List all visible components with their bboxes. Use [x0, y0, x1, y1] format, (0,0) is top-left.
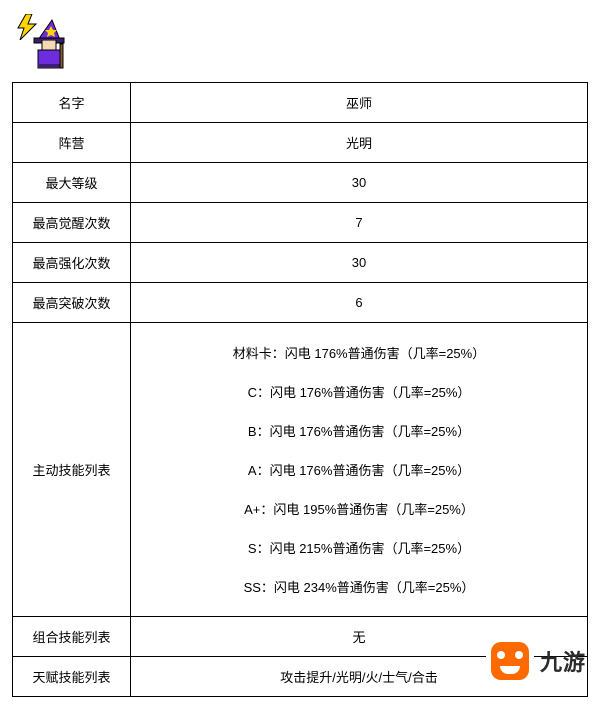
- row-value-awaken: 7: [131, 203, 588, 243]
- row-value-faction: 光明: [131, 123, 588, 163]
- skill-line: A：闪电 176%普通伤害（几率=25%）: [137, 450, 581, 489]
- skill-line: SS：闪电 234%普通伤害（几率=25%）: [137, 567, 581, 606]
- watermark: 九游: [488, 639, 586, 683]
- table-row: 阵营 光明: [13, 123, 588, 163]
- watermark-text: 九游: [540, 645, 586, 677]
- row-value-name: 巫师: [131, 83, 588, 123]
- row-label-active-skills: 主动技能列表: [13, 323, 131, 617]
- skill-line: S：闪电 215%普通伤害（几率=25%）: [137, 528, 581, 567]
- table-row: 最高突破次数 6: [13, 283, 588, 323]
- skill-line: 材料卡：闪电 176%普通伤害（几率=25%）: [137, 333, 581, 372]
- jiuyou-logo-icon: [488, 639, 532, 683]
- skill-line: B：闪电 176%普通伤害（几率=25%）: [137, 411, 581, 450]
- row-label-enhance: 最高强化次数: [13, 243, 131, 283]
- row-value-enhance: 30: [131, 243, 588, 283]
- row-label-break: 最高突破次数: [13, 283, 131, 323]
- skill-line: A+：闪电 195%普通伤害（几率=25%）: [137, 489, 581, 528]
- skill-line: C：闪电 176%普通伤害（几率=25%）: [137, 372, 581, 411]
- character-sprite: [18, 16, 74, 72]
- row-label-combo-skills: 组合技能列表: [13, 617, 131, 657]
- table-row: 最高强化次数 30: [13, 243, 588, 283]
- table-row: 最大等级 30: [13, 163, 588, 203]
- row-label-awaken: 最高觉醒次数: [13, 203, 131, 243]
- wizard-body-icon: [32, 40, 66, 70]
- row-label-name: 名字: [13, 83, 131, 123]
- table-row: 最高觉醒次数 7: [13, 203, 588, 243]
- row-value-active-skills: 材料卡：闪电 176%普通伤害（几率=25%） C：闪电 176%普通伤害（几率…: [131, 323, 588, 617]
- row-label-talent-skills: 天赋技能列表: [13, 657, 131, 697]
- row-label-maxlevel: 最大等级: [13, 163, 131, 203]
- row-value-break: 6: [131, 283, 588, 323]
- row-value-maxlevel: 30: [131, 163, 588, 203]
- table-row: 主动技能列表 材料卡：闪电 176%普通伤害（几率=25%） C：闪电 176%…: [13, 323, 588, 617]
- row-label-faction: 阵营: [13, 123, 131, 163]
- table-row: 名字 巫师: [13, 83, 588, 123]
- character-stats-table: 名字 巫师 阵营 光明 最大等级 30 最高觉醒次数 7 最高强化次数 30 最…: [12, 82, 588, 697]
